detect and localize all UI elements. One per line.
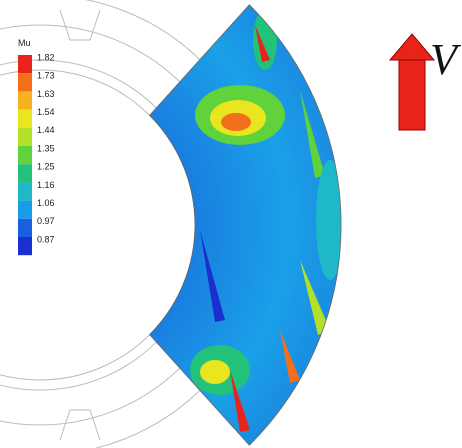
legend: Mu 1.82 1.73 1.63 1.54 1.44 1.35 1.25 1.16 1.06 0… — [18, 38, 55, 256]
legend-label: 1.35 — [37, 143, 55, 153]
legend-swatch — [18, 127, 32, 146]
legend-label: 1.25 — [37, 162, 55, 172]
legend-swatch — [18, 237, 32, 256]
legend-label: 1.06 — [37, 198, 55, 208]
legend-label: 1.63 — [37, 89, 55, 99]
legend-swatch — [18, 109, 32, 128]
legend-label: 0.87 — [37, 234, 55, 244]
legend-label: 1.16 — [37, 180, 55, 190]
legend-swatch — [18, 146, 32, 165]
legend-label: 1.44 — [37, 125, 55, 135]
legend-swatch — [18, 73, 32, 92]
legend-swatch — [18, 55, 32, 74]
legend-swatch — [18, 200, 32, 219]
contour-field — [149, 4, 342, 446]
legend-label: 1.73 — [37, 71, 55, 81]
legend-label: 1.54 — [37, 107, 55, 117]
legend-swatch — [18, 164, 32, 183]
legend-label: 0.97 — [37, 216, 55, 226]
legend-swatch — [18, 91, 32, 110]
legend-swatch — [18, 218, 32, 237]
velocity-arrow: V — [388, 33, 462, 131]
sector-outline — [149, 4, 342, 446]
legend-swatch — [18, 182, 32, 201]
legend-title: Mu — [18, 38, 31, 48]
legend-label: 1.82 — [37, 52, 55, 62]
velocity-label: V — [430, 35, 462, 84]
